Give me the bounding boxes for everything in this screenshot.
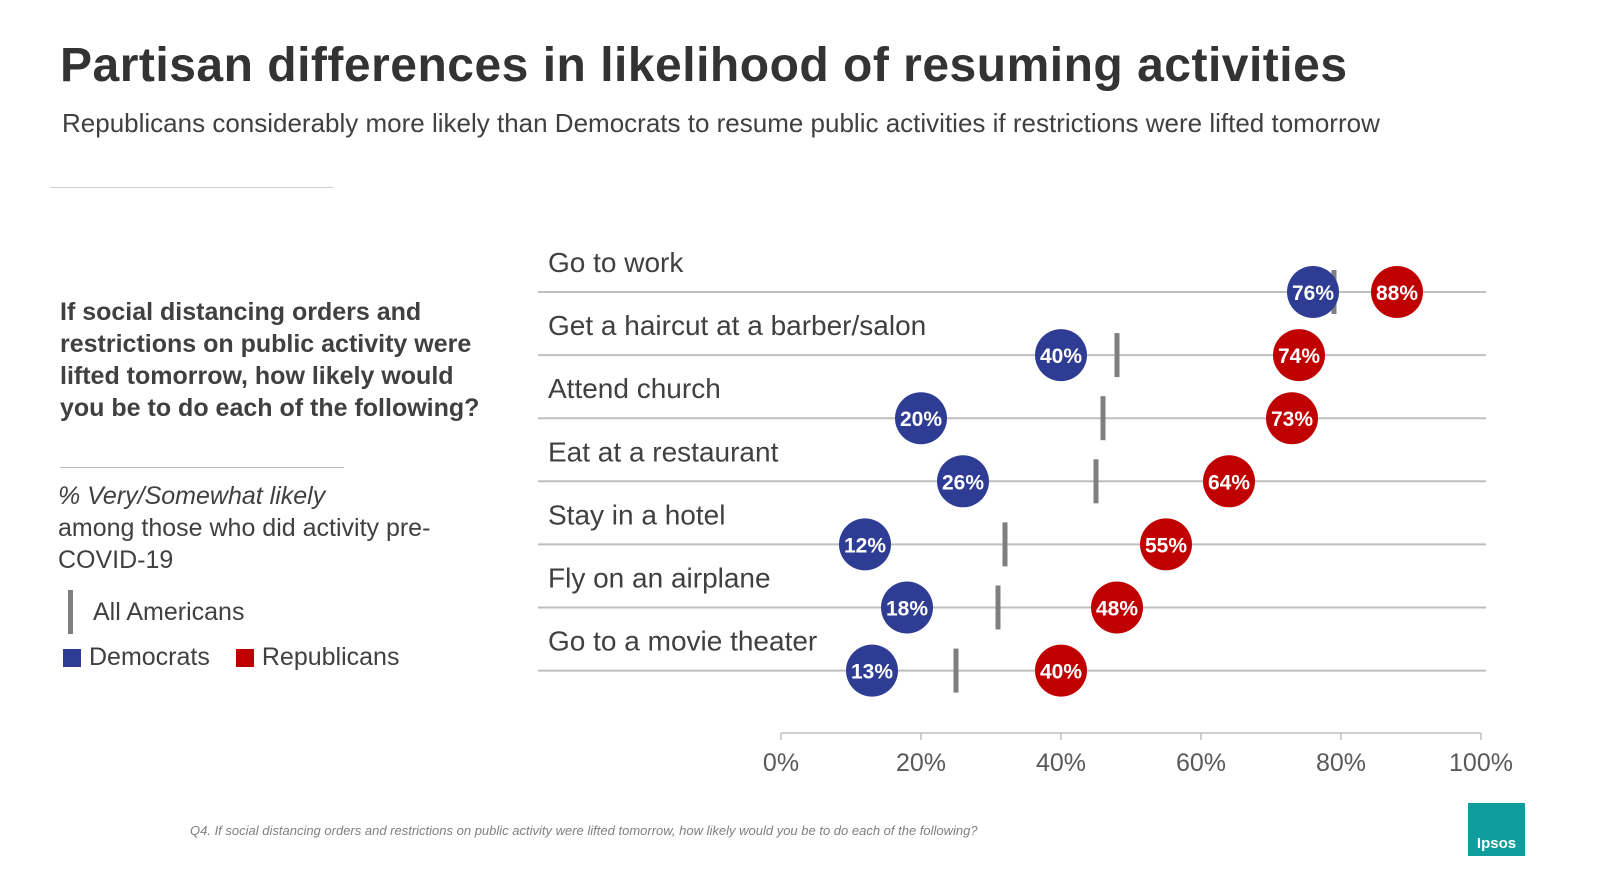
rep-value-label: 64% bbox=[1208, 471, 1250, 494]
measure-note: % Very/Somewhat likely among those who d… bbox=[58, 480, 458, 576]
x-tick-label: 0% bbox=[763, 749, 799, 777]
ipsos-logo: Ipsos bbox=[1468, 803, 1525, 856]
dem-value-label: 26% bbox=[942, 471, 984, 494]
rep-value-label: 40% bbox=[1040, 661, 1082, 684]
legend-dem-swatch bbox=[63, 648, 81, 667]
x-tick-label: 40% bbox=[1036, 749, 1086, 777]
all-americans-marker bbox=[1002, 522, 1008, 567]
all-americans-marker bbox=[995, 585, 1001, 630]
category-label: Stay in a hotel bbox=[548, 499, 725, 530]
legend-all-label: All Americans bbox=[93, 597, 245, 626]
rep-dot bbox=[1203, 455, 1255, 508]
dem-value-label: 18% bbox=[886, 598, 928, 621]
divider-top bbox=[50, 187, 333, 188]
logo-text: Ipsos bbox=[1476, 835, 1517, 852]
legend-parties: Democrats Republicans bbox=[63, 643, 399, 672]
dem-value-label: 40% bbox=[1040, 345, 1082, 368]
footnote: Q4. If social distancing orders and rest… bbox=[190, 823, 978, 838]
all-americans-marker bbox=[1100, 396, 1106, 441]
category-label: Eat at a restaurant bbox=[548, 436, 779, 467]
x-tick-label: 100% bbox=[1449, 749, 1513, 777]
dem-dot bbox=[846, 644, 898, 697]
rep-dot bbox=[1371, 266, 1423, 318]
category-label: Attend church bbox=[548, 373, 721, 404]
legend-all-marker bbox=[68, 590, 73, 634]
dem-value-label: 20% bbox=[900, 408, 942, 431]
legend-rep-swatch bbox=[235, 648, 254, 667]
dem-dot bbox=[937, 455, 989, 508]
legend-dem-label: Democrats bbox=[89, 643, 210, 671]
divider-question bbox=[60, 467, 344, 468]
rep-dot bbox=[1091, 581, 1143, 634]
rep-value-label: 48% bbox=[1096, 598, 1138, 621]
dem-dot bbox=[839, 518, 891, 571]
dem-value-label: 13% bbox=[851, 661, 893, 684]
rep-value-label: 73% bbox=[1271, 408, 1313, 431]
all-americans-marker bbox=[1114, 333, 1120, 378]
x-tick-label: 60% bbox=[1176, 749, 1226, 777]
category-label: Fly on an airplane bbox=[548, 563, 771, 594]
legend-all-americans: All Americans bbox=[68, 590, 244, 634]
all-americans-marker bbox=[953, 648, 959, 693]
rep-dot bbox=[1140, 518, 1192, 571]
chart-title: Partisan differences in likelihood of re… bbox=[60, 39, 1348, 92]
category-label: Go to a movie theater bbox=[548, 626, 817, 657]
dem-value-label: 76% bbox=[1292, 282, 1334, 305]
rep-value-label: 55% bbox=[1145, 534, 1187, 557]
category-label: Go to work bbox=[548, 247, 684, 278]
dem-dot bbox=[1287, 266, 1339, 318]
measure-line-1: % Very/Somewhat likely bbox=[58, 482, 326, 510]
dem-value-label: 12% bbox=[844, 534, 886, 557]
category-label: Get a haircut at a barber/salon bbox=[548, 310, 926, 341]
x-tick-label: 20% bbox=[896, 749, 946, 777]
rep-dot bbox=[1266, 392, 1318, 445]
rep-value-label: 74% bbox=[1278, 345, 1320, 368]
dem-dot bbox=[1035, 329, 1087, 382]
measure-line-2: among those who did activity pre-COVID-1… bbox=[58, 514, 431, 574]
chart-subtitle: Republicans considerably more likely tha… bbox=[62, 108, 1380, 138]
all-americans-marker bbox=[1093, 459, 1099, 504]
rep-dot bbox=[1273, 329, 1325, 382]
x-tick-label: 80% bbox=[1316, 749, 1366, 777]
rep-dot bbox=[1035, 644, 1087, 697]
rep-value-label: 88% bbox=[1376, 282, 1418, 305]
dem-dot bbox=[881, 581, 933, 634]
dem-dot bbox=[895, 392, 947, 445]
survey-question: If social distancing orders and restrict… bbox=[60, 298, 480, 422]
legend-rep-label: Republicans bbox=[261, 643, 400, 671]
